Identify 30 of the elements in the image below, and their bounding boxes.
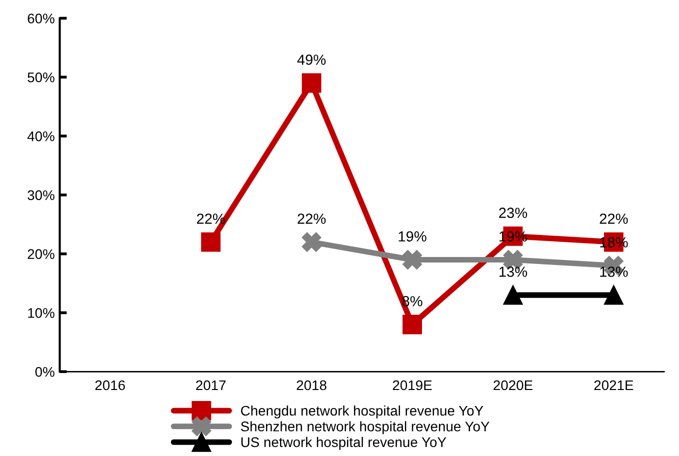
x-tick-label: 2017 <box>196 380 226 390</box>
legend-label: Chengdu network hospital revenue YoY <box>241 405 484 418</box>
point <box>402 250 422 270</box>
point <box>302 232 322 252</box>
data-label: 22% <box>298 214 326 224</box>
x-tick-label: 2020E <box>494 380 532 390</box>
point <box>604 285 624 305</box>
data-label: 13% <box>500 266 528 277</box>
legend-label: US network hospital revenue YoY <box>241 436 446 450</box>
x-tick-label: 2016 <box>95 380 125 390</box>
data-label: 19% <box>398 231 426 242</box>
y-tick-label: 20% <box>28 249 54 260</box>
point <box>302 73 322 93</box>
point <box>201 232 221 252</box>
x-tick-label: 2019E <box>392 380 432 390</box>
y-tick-label: 50% <box>28 72 54 82</box>
x-tick-label: 2018 <box>296 380 326 390</box>
data-label: 23% <box>499 208 528 218</box>
y-tick-label: 30% <box>28 190 54 200</box>
data-label: 22% <box>600 214 628 224</box>
data-label: 13% <box>600 266 628 277</box>
legend-label: Shenzhen network hospital revenue YoY <box>240 421 490 434</box>
y-tick-label: 10% <box>28 308 54 318</box>
point <box>503 285 523 305</box>
y-tick-label: 60% <box>28 14 54 24</box>
y-tick-label: 40% <box>27 131 54 142</box>
y-tick-label: 0% <box>35 366 54 377</box>
data-label: 49% <box>297 54 326 65</box>
x-tick-label: 2021E <box>594 380 634 390</box>
point <box>402 314 422 334</box>
